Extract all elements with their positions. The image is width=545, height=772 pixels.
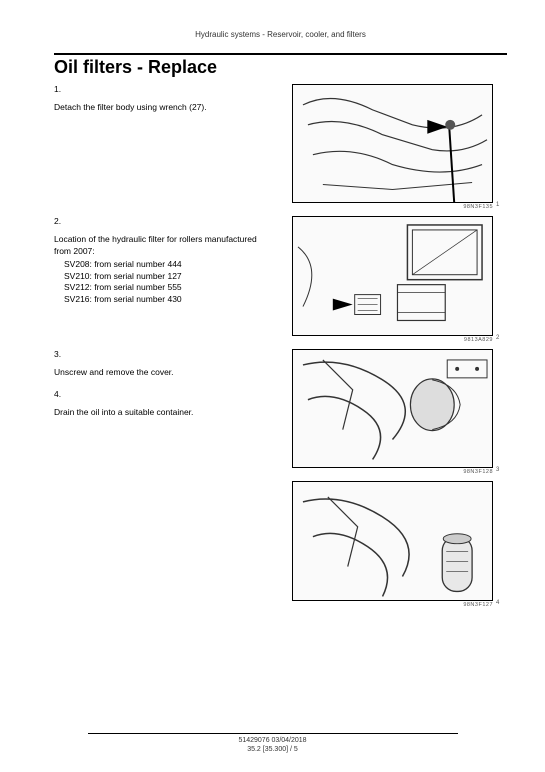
footer-divider: [88, 733, 458, 734]
figure: [292, 216, 493, 335]
step-row: 3. Unscrew and remove the cover. 4. Drai…: [54, 349, 507, 475]
figure-illustration: [293, 350, 492, 467]
top-divider: [54, 53, 507, 55]
footer-docinfo: 51429076 03/04/2018: [0, 736, 545, 745]
figure-illustration: [293, 85, 492, 202]
sub-item: SV216: from serial number 430: [64, 294, 268, 305]
sub-list: SV208: from serial number 444 SV210: fro…: [54, 259, 268, 305]
footer-pageref: 35.2 [35.300] / 5: [0, 745, 545, 754]
step-row: 2. Location of the hydraulic filter for …: [54, 216, 507, 342]
figure-caption: 98N3F127: [292, 602, 493, 608]
page-footer: 51429076 03/04/2018 35.2 [35.300] / 5: [0, 733, 545, 754]
figure: [292, 349, 493, 468]
step-row: 98N3F127 4: [54, 481, 507, 607]
step-number: 3.: [54, 349, 68, 359]
figure-illustration: [293, 217, 492, 334]
figure-caption: 9813A829: [292, 337, 493, 343]
figure: [292, 481, 493, 600]
step-main-text: Location of the hydraulic filter for rol…: [54, 234, 257, 255]
step-number: 4.: [54, 389, 68, 399]
sub-item: SV212: from serial number 555: [64, 282, 268, 293]
step-text: Drain the oil into a suitable container.: [54, 407, 268, 418]
figure-number: 2: [496, 335, 502, 341]
step-row: 1. Detach the filter body using wrench (…: [54, 84, 507, 210]
step-number: 1.: [54, 84, 68, 94]
figure-caption: 98N3F135: [292, 204, 493, 210]
breadcrumb: Hydraulic systems - Reservoir, cooler, a…: [54, 30, 507, 39]
figure-caption: 98N3F128: [292, 469, 493, 475]
page-title: Oil filters - Replace: [54, 57, 507, 78]
step-text: Unscrew and remove the cover.: [54, 367, 268, 378]
figure-illustration: [293, 482, 492, 599]
figure-number: 4: [496, 600, 502, 606]
sub-item: SV210: from serial number 127: [64, 271, 268, 282]
step-text: Location of the hydraulic filter for rol…: [54, 234, 268, 305]
figure-number: 3: [496, 467, 502, 473]
step-text: Detach the filter body using wrench (27)…: [54, 102, 268, 113]
figure: [292, 84, 493, 203]
step-number: 2.: [54, 216, 68, 226]
sub-item: SV208: from serial number 444: [64, 259, 268, 270]
figure-number: 1: [496, 202, 502, 208]
